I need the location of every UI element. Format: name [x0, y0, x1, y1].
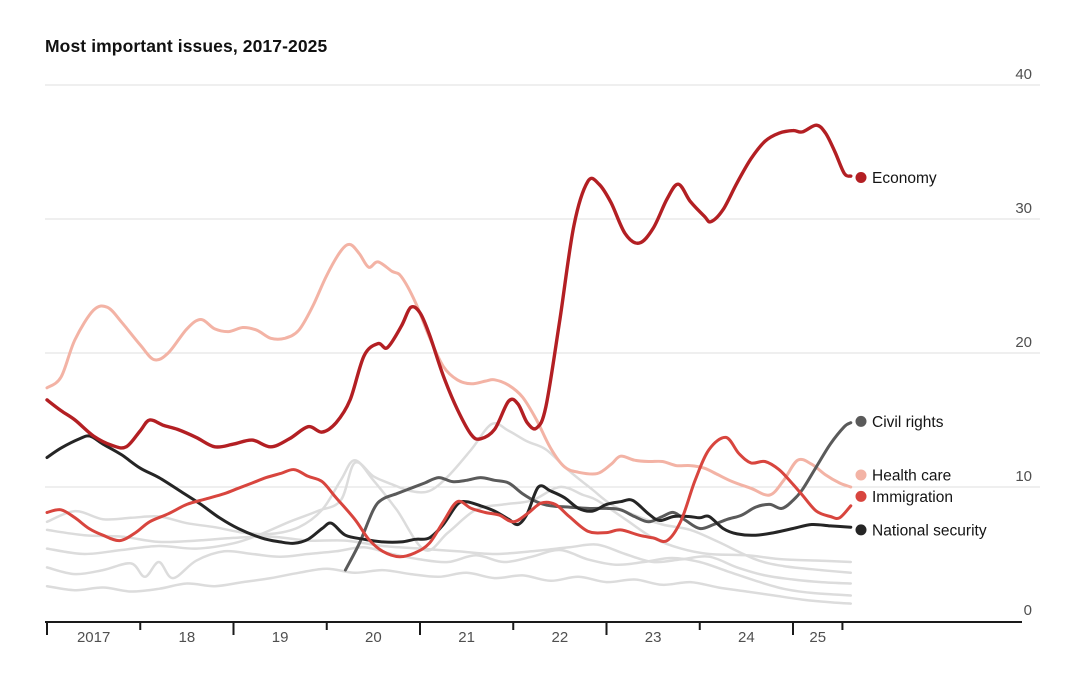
civil-rights-label: Civil rights [872, 414, 944, 431]
x-axis-label-18: 18 [179, 629, 196, 646]
other-issue-2-line [45, 528, 853, 585]
x-axis-label-20: 20 [365, 629, 382, 646]
chart-title: Most important issues, 2017-2025 [45, 36, 328, 56]
y-axis-label-10: 10 [1015, 468, 1032, 485]
civil-rights-line [343, 421, 853, 572]
economy-endpoint-dot [855, 171, 867, 183]
x-axis-label-23: 23 [645, 629, 662, 646]
health-care-label: Health care [872, 467, 951, 484]
health-care-endpoint-dot [855, 469, 867, 481]
y-axis-label-30: 30 [1015, 200, 1032, 217]
other-issue-5-line [45, 422, 853, 575]
other-issue-4-line [45, 567, 853, 605]
national-security-line [45, 434, 853, 545]
x-axis-label-2017: 2017 [77, 629, 110, 646]
national-security-label: National security [872, 522, 987, 539]
y-axis-label-20: 20 [1015, 334, 1032, 351]
y-axis-label-0: 0 [1024, 602, 1032, 619]
y-axis-label-40: 40 [1015, 66, 1032, 83]
economy-line [45, 123, 853, 450]
immigration-label: Immigration [872, 489, 953, 506]
immigration-line [45, 435, 853, 559]
immigration-endpoint-dot [855, 490, 867, 502]
x-axis-label-25: 25 [809, 629, 826, 646]
health-care-line [45, 242, 853, 497]
national-security-endpoint-dot [855, 524, 867, 536]
other-issue-3-line [45, 546, 853, 597]
x-axis-label-19: 19 [272, 629, 289, 646]
x-axis-label-22: 22 [552, 629, 569, 646]
economy-label: Economy [872, 170, 937, 187]
civil-rights-endpoint-dot [855, 415, 867, 427]
x-axis-label-21: 21 [458, 629, 475, 646]
x-axis-label-24: 24 [738, 629, 755, 646]
